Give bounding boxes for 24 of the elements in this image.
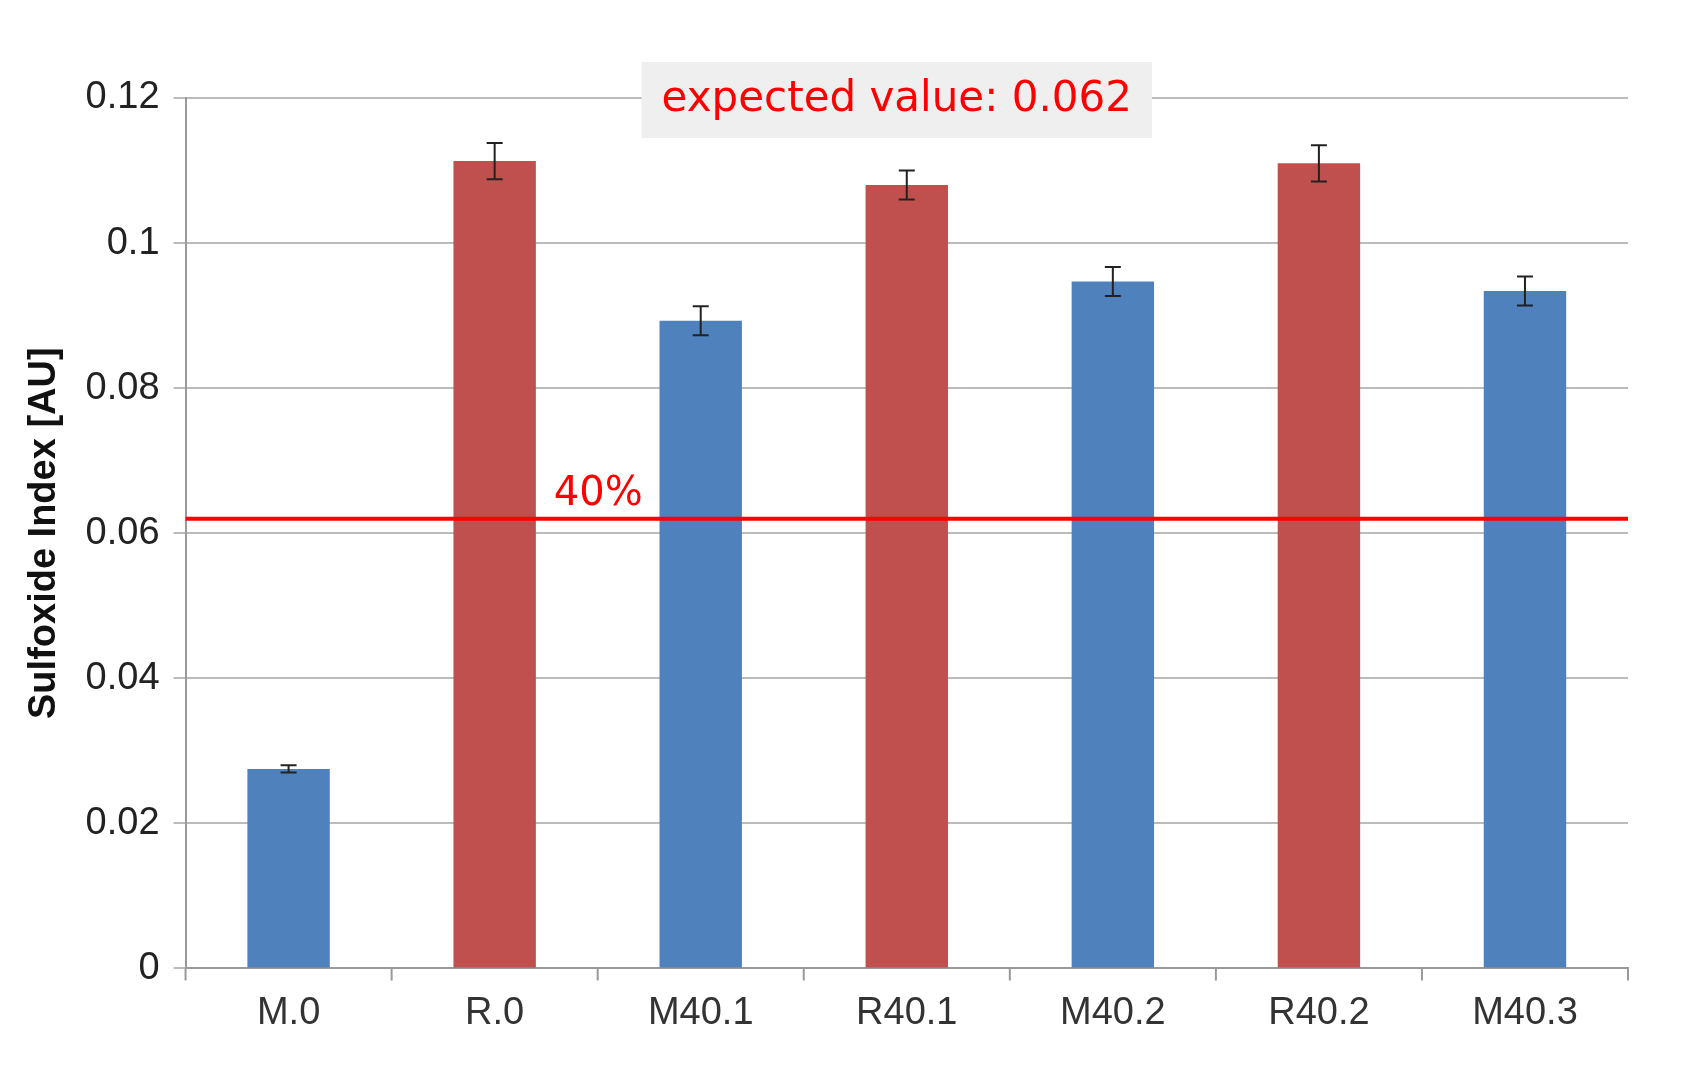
- bar: [1071, 281, 1155, 968]
- bar: [247, 768, 330, 968]
- annotation: expected value: 0.062: [661, 71, 1132, 121]
- bar: [865, 185, 948, 968]
- y-tick-label: 0.1: [106, 219, 160, 262]
- x-tick-label: M40.3: [1472, 989, 1578, 1032]
- x-tick-label: M40.1: [647, 989, 754, 1032]
- x-tick-label: R40.2: [1268, 989, 1370, 1032]
- y-tick-label: 0.02: [85, 799, 160, 842]
- bar: [659, 320, 742, 968]
- y-tick-label: 0: [138, 944, 160, 987]
- y-axis-title: Sulfoxide Index [AU]: [21, 347, 64, 719]
- annotation: 40%: [553, 468, 643, 515]
- y-tick-label: 0.12: [85, 74, 160, 117]
- bar: [1483, 290, 1567, 968]
- y-tick-label: 0.04: [85, 654, 160, 697]
- x-tick-label: R40.1: [856, 989, 958, 1032]
- x-tick-label: R.0: [465, 989, 525, 1032]
- bar: [1277, 163, 1361, 968]
- x-tick-label: M40.2: [1060, 989, 1166, 1032]
- y-tick-label: 0.08: [85, 364, 160, 407]
- y-tick-label: 0.06: [85, 509, 160, 552]
- x-tick-label: M.0: [256, 989, 321, 1032]
- bar: [453, 161, 536, 968]
